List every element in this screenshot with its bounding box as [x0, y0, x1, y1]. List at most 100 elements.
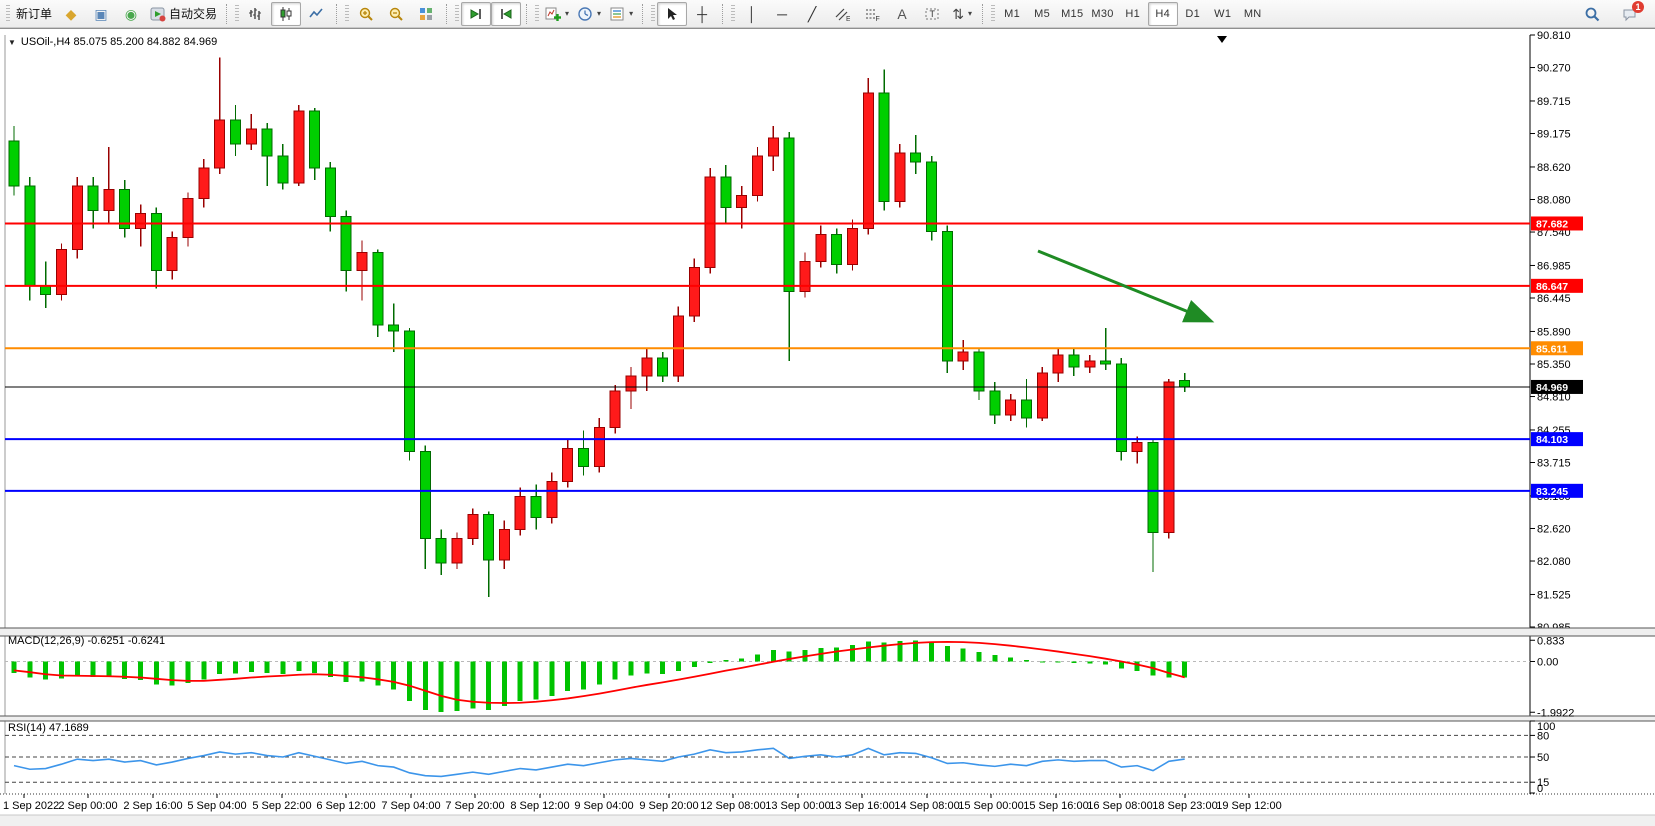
notifications-button[interactable]: 1 [1615, 0, 1645, 26]
tile-windows-button[interactable] [411, 2, 441, 26]
trendline-button[interactable]: ╱ [797, 2, 827, 26]
timeframe-m15[interactable]: M15 [1057, 2, 1087, 26]
equidistant-channel-button[interactable]: E [827, 2, 857, 26]
fibonacci-button[interactable]: F [857, 2, 887, 26]
toolbar: 新订单 ◆ ▣ ◉ 自动交易 ▾ ▾ ▾ ┼ │ ─ ╱ E F A T ⇅ ▾ M1 M5 M15 M30 H1 H4 D1 W… [0, 0, 1655, 28]
periods-button[interactable]: ▾ [573, 2, 605, 26]
bar-chart-button[interactable] [241, 2, 271, 26]
timeframe-m5[interactable]: M5 [1027, 2, 1057, 26]
arrows-icon: ⇅ [952, 5, 964, 22]
chart-menu-arrow-icon[interactable]: ▼ [8, 38, 16, 47]
toolbar-grip [651, 4, 656, 23]
new-order-button-label: 新订单 [16, 7, 53, 21]
timeframe-w1[interactable]: W1 [1208, 2, 1238, 26]
svg-text:84.810: 84.810 [1537, 392, 1571, 404]
trendline-icon: ╱ [807, 5, 817, 22]
signals-icon[interactable]: ◉ [116, 2, 146, 26]
timeframe-w1-label: W1 [1214, 7, 1232, 20]
auto-scroll-button[interactable] [461, 1, 492, 26]
zoom-in-icon [358, 6, 374, 22]
toolbar-groups: 新订单 ◆ ▣ ◉ 自动交易 ▾ ▾ ▾ ┼ │ ─ ╱ E F A T ⇅ ▾ M1 M5 M15 M30 H1 H4 D1 W… [0, 0, 1577, 27]
search-button[interactable] [1577, 2, 1607, 26]
svg-text:80: 80 [1537, 730, 1549, 742]
svg-text:87.682: 87.682 [1536, 218, 1568, 230]
svg-text:9 Sep 04:00: 9 Sep 04:00 [574, 800, 633, 812]
data-window-icon[interactable]: ▣ [86, 2, 116, 26]
svg-text:83.715: 83.715 [1537, 458, 1571, 470]
chevron-down-icon[interactable]: ▾ [629, 9, 634, 18]
svg-text:86.647: 86.647 [1536, 281, 1568, 293]
timeframe-m15-label: M15 [1061, 7, 1084, 20]
new-order-button[interactable]: 新订单 [12, 2, 56, 26]
chevron-down-icon[interactable]: ▾ [967, 9, 972, 18]
candlestick-chart-icon [278, 6, 294, 22]
toolbar-right: 1 [1577, 0, 1655, 27]
toolbar-grip [345, 4, 350, 23]
autotrading-button[interactable]: 自动交易 [146, 2, 221, 26]
svg-text:F: F [876, 16, 880, 22]
svg-text:84.103: 84.103 [1536, 434, 1568, 446]
horizontal-line-button[interactable]: ─ [767, 2, 797, 26]
toolbar-separator [722, 3, 724, 24]
chart-window[interactable]: 90.810 90.270 89.715 89.175 88.620 88.080 87.5… [0, 28, 1655, 826]
cursor-button[interactable] [657, 1, 688, 26]
templates-button[interactable]: ▾ [605, 2, 637, 26]
chevron-down-icon[interactable]: ▾ [597, 9, 602, 18]
search-icon [1584, 6, 1600, 22]
notifications-icon: 1 [1622, 0, 1644, 22]
autotrading-icon [150, 6, 166, 22]
market-watch-icon[interactable]: ◆ [56, 2, 86, 26]
timeframe-mn[interactable]: MN [1238, 2, 1268, 26]
indicators-button[interactable]: ▾ [541, 2, 573, 26]
indicators-icon [545, 6, 562, 22]
macd-signal-line [13, 640, 1185, 704]
timeframe-m1-label: M1 [1004, 7, 1021, 20]
auto-scroll-icon [468, 6, 484, 22]
svg-text:T: T [930, 9, 936, 19]
svg-text:0.00: 0.00 [1537, 656, 1558, 668]
text-button[interactable]: A [887, 2, 917, 26]
chart-canvas[interactable]: 90.81090.27089.71589.17588.62088.08087.5… [0, 29, 1655, 826]
toolbar-separator [642, 3, 644, 24]
horizontal-line-icon: ─ [777, 5, 788, 22]
chart-shift-button[interactable] [491, 1, 522, 26]
chart-shift-marker-icon [1217, 36, 1227, 43]
templates-icon [609, 6, 625, 22]
timeframe-h1[interactable]: H1 [1118, 2, 1148, 26]
toolbar-separator [336, 3, 338, 24]
rsi-line [13, 747, 1185, 778]
data-window-icon-icon: ▣ [94, 5, 108, 22]
svg-text:15: 15 [1537, 777, 1549, 789]
svg-text:16 Sep 08:00: 16 Sep 08:00 [1087, 800, 1152, 812]
timeframe-m30[interactable]: M30 [1087, 2, 1117, 26]
zoom-in-button[interactable] [351, 2, 381, 26]
timeframe-m1[interactable]: M1 [997, 2, 1027, 26]
svg-text:12 Sep 08:00: 12 Sep 08:00 [700, 800, 765, 812]
arrows-button[interactable]: ⇅ ▾ [947, 2, 977, 26]
svg-text:84.969: 84.969 [1536, 382, 1568, 394]
vertical-line-button[interactable]: │ [737, 2, 767, 26]
toolbar-grip [731, 4, 736, 23]
toolbar-grip [455, 4, 460, 23]
svg-text:1 Sep 2022: 1 Sep 2022 [3, 800, 59, 812]
timeframe-d1[interactable]: D1 [1178, 2, 1208, 26]
svg-text:7 Sep 04:00: 7 Sep 04:00 [381, 800, 440, 812]
text-label-button[interactable]: T [917, 2, 947, 26]
equidistant-channel-icon: E [834, 6, 850, 22]
chevron-down-icon[interactable]: ▾ [565, 9, 570, 18]
svg-text:13 Sep 00:00: 13 Sep 00:00 [765, 800, 830, 812]
crosshair-button[interactable]: ┼ [687, 2, 717, 26]
line-chart-button[interactable] [301, 2, 331, 26]
zoom-out-button[interactable] [381, 2, 411, 26]
vertical-line-icon: │ [747, 5, 757, 22]
timeframe-m30-label: M30 [1091, 7, 1114, 20]
text-label-icon: T [924, 6, 940, 22]
svg-text:0.833: 0.833 [1537, 635, 1565, 647]
timeframe-mn-label: MN [1243, 7, 1262, 20]
svg-text:0: 0 [1537, 783, 1543, 795]
candlestick-chart-button[interactable] [271, 1, 302, 26]
timeframe-h4[interactable]: H4 [1147, 1, 1178, 26]
svg-text:90.270: 90.270 [1537, 63, 1571, 75]
svg-text:-1.9922: -1.9922 [1537, 707, 1574, 719]
notification-badge: 1 [1632, 0, 1644, 13]
